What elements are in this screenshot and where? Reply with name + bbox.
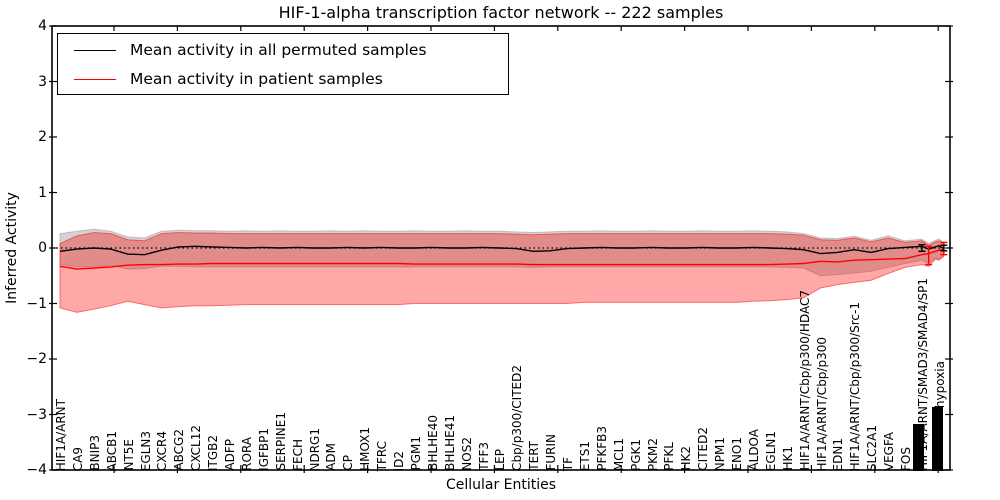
overlapping-labels-blob [932,407,943,471]
legend-line-permuted [74,49,116,51]
legend-item-permuted: Mean activity in all permuted samples [58,35,508,65]
overlapping-labels-blob [913,424,924,471]
chart-title: HIF-1-alpha transcription factor network… [278,3,724,22]
x-axis-label: Cellular Entities [445,477,557,493]
legend-item-patient: Mean activity in patient samples [58,64,508,94]
legend-label-patient: Mean activity in patient samples [130,70,383,88]
legend: Mean activity in all permuted samples Me… [57,33,509,95]
patient-mean-line [59,248,945,270]
patient-band [59,231,945,313]
legend-line-patient [74,78,116,80]
legend-label-permuted: Mean activity in all permuted samples [130,41,427,59]
permuted-mean-line [59,245,945,256]
